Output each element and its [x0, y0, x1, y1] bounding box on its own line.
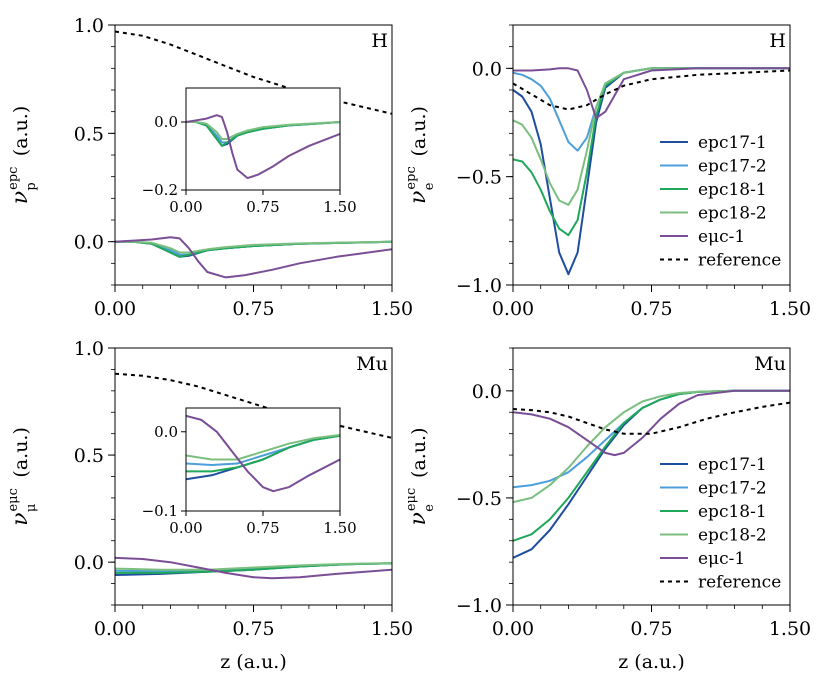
series-epc18-2-line — [115, 240, 392, 254]
inset-top-left: 0.00 0.75 1.50 −0.2 0.0 — [142, 87, 357, 216]
x-tick-label: 0.75 — [246, 198, 279, 216]
legend-label-emuc-1: eμc-1 — [698, 227, 745, 247]
panel-tag-label: Mu — [754, 353, 786, 375]
x-tick-label: 1.50 — [371, 618, 413, 640]
y-tick-label: 1.0 — [74, 15, 104, 37]
legend-label-epc17-1: epc17-1 — [698, 455, 767, 475]
x-tick-label: 1.50 — [769, 618, 811, 640]
y-tick-label: 0.5 — [74, 445, 104, 467]
x-tick-label: 1.50 — [769, 298, 811, 320]
y-tick-label: 0.0 — [74, 232, 104, 254]
series-emuc-1-line — [115, 556, 392, 580]
x-axis-label: z (a.u.) — [220, 651, 287, 673]
series-epc18-2-line — [513, 389, 790, 504]
x-tick-label: 0.00 — [94, 618, 136, 640]
inset-background — [186, 88, 340, 190]
axes-frame — [114, 24, 393, 286]
legend-label-epc17-2: epc17-2 — [698, 157, 767, 177]
y-tick-label: −0.5 — [456, 167, 502, 189]
axes-frame — [512, 347, 791, 606]
y-axis-label: νepc e (a.u.) — [404, 106, 437, 204]
x-tick-label: 0.00 — [492, 618, 534, 640]
y-tick-label: 0.5 — [74, 123, 104, 145]
x-tick-label: 0.00 — [492, 298, 534, 320]
y-axis-label: νeμc e (a.u.) — [404, 427, 437, 525]
legend-label-reference: reference — [698, 251, 781, 271]
y-tick-label: 0.0 — [472, 58, 502, 80]
legend-label-epc18-1: epc18-1 — [698, 180, 767, 200]
axes-frame — [512, 24, 791, 286]
legend-label-reference: reference — [698, 573, 781, 593]
inset-frame — [185, 407, 341, 512]
x-tick-label: 0.75 — [232, 618, 274, 640]
legend-label-epc18-2: epc18-2 — [698, 204, 767, 224]
x-tick-label: 0.00 — [169, 198, 202, 216]
x-tick-label: 1.50 — [371, 298, 413, 320]
y-tick-label: 0.0 — [154, 423, 178, 441]
inset-bottom-left: 0.00 0.75 1.50 −0.1 0.0 — [142, 407, 357, 537]
y-tick-label: 0.0 — [472, 381, 502, 403]
panel-bottom-left: 0.00 0.75 1.50 0.0 0.5 1.0 Mu z (a.u.) νeμc μ (a.… — [6, 338, 413, 673]
axes-frame — [114, 347, 393, 606]
y-axis-label: νepc p (a.u.) — [6, 106, 39, 205]
series-reference-line — [513, 401, 790, 435]
y-tick-label: −1.0 — [456, 275, 502, 297]
series-epc18-2-line — [186, 433, 340, 461]
x-axis-label: z (a.u.) — [618, 651, 685, 673]
series-emuc-1-line — [115, 236, 392, 279]
x-tick-label: 0.75 — [630, 618, 672, 640]
inset-frame — [185, 87, 341, 191]
series-epc18-2-line — [115, 562, 392, 571]
panel-bottom-right: 0.00 0.75 1.50 −1.0 −0.5 0.0 Mu z (a.u.) νeμc e (… — [404, 347, 811, 673]
y-tick-label: −1.0 — [456, 595, 502, 617]
series-emuc-1-line — [513, 67, 790, 120]
series-emuc-1-line — [186, 114, 340, 180]
panel-tag-label: Mu — [356, 353, 388, 375]
y-tick-label: −0.1 — [142, 502, 178, 520]
legend-label-emuc-1: eμc-1 — [698, 549, 745, 569]
x-tick-label: 0.75 — [630, 298, 672, 320]
series-reference-line — [115, 30, 392, 115]
y-tick-label: 0.0 — [74, 552, 104, 574]
panel-tag-label: H — [371, 30, 388, 52]
series-reference-line — [513, 69, 790, 111]
legend-label-epc17-2: epc17-2 — [698, 479, 767, 499]
y-tick-label: 0.0 — [154, 113, 178, 131]
y-tick-label: 1.0 — [74, 338, 104, 360]
series-emuc-1-line — [186, 414, 340, 493]
panel-tag-label: H — [769, 30, 786, 52]
y-tick-label: −0.5 — [456, 488, 502, 510]
x-tick-label: 0.00 — [94, 298, 136, 320]
x-tick-label: 0.75 — [246, 519, 279, 537]
series-epc18-2-line — [513, 67, 790, 206]
x-tick-label: 1.50 — [323, 519, 356, 537]
series-epc18-1-line — [186, 434, 340, 473]
y-tick-label: −0.2 — [142, 181, 178, 199]
legend-label-epc17-1: epc17-1 — [698, 133, 767, 153]
x-tick-label: 0.75 — [232, 298, 274, 320]
y-axis-label: νeμc μ (a.u.) — [6, 427, 39, 526]
x-tick-label: 1.50 — [323, 198, 356, 216]
legend-label-epc18-2: epc18-2 — [698, 526, 767, 546]
series-epc18-2-line — [186, 121, 340, 140]
x-tick-label: 0.00 — [169, 519, 202, 537]
legend-label-epc18-1: epc18-1 — [698, 502, 767, 522]
series-emuc-1-line — [513, 389, 790, 457]
